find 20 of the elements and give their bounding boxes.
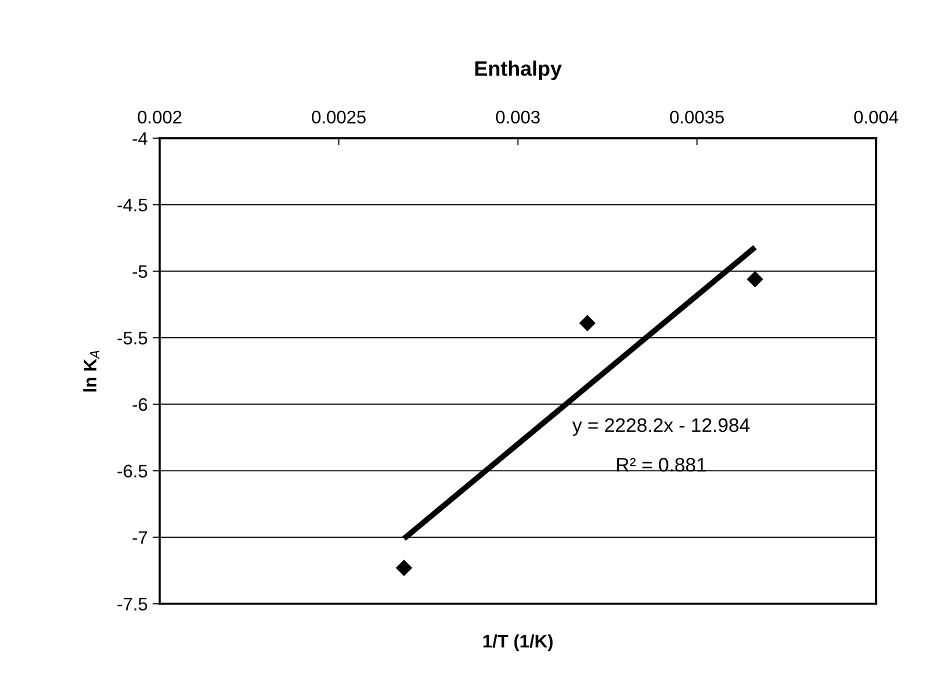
x-tick-label: 0.004: [854, 110, 898, 124]
point: [746, 270, 764, 288]
y-tick-label: -4: [132, 132, 148, 145]
y-tick-label: -5: [132, 265, 148, 278]
x-axis-title: 1/T (1/K): [483, 634, 553, 652]
y-tick-label: -6.5: [118, 464, 148, 478]
y-tick-label: -5.5: [118, 332, 148, 344]
y-axis-title: ln K$_{A}$: [83, 350, 100, 392]
annotation: y = 2228.2x - 12.984: [572, 418, 750, 436]
x-tick-label: 0.0035: [670, 110, 724, 124]
chart-title: Enthalpy: [475, 60, 562, 80]
x-tick-label: 0.002: [138, 110, 182, 124]
y-tick-label: -4.5: [118, 198, 148, 212]
point: [579, 314, 596, 332]
y-tick-label: -6: [132, 398, 148, 411]
y-tick-label: -7: [132, 531, 148, 544]
x-tick-label: 0.003: [496, 110, 540, 124]
y-tick-label: -7.5: [118, 598, 148, 610]
x-tick-label: 0.0025: [312, 110, 366, 124]
point: [396, 560, 412, 576]
